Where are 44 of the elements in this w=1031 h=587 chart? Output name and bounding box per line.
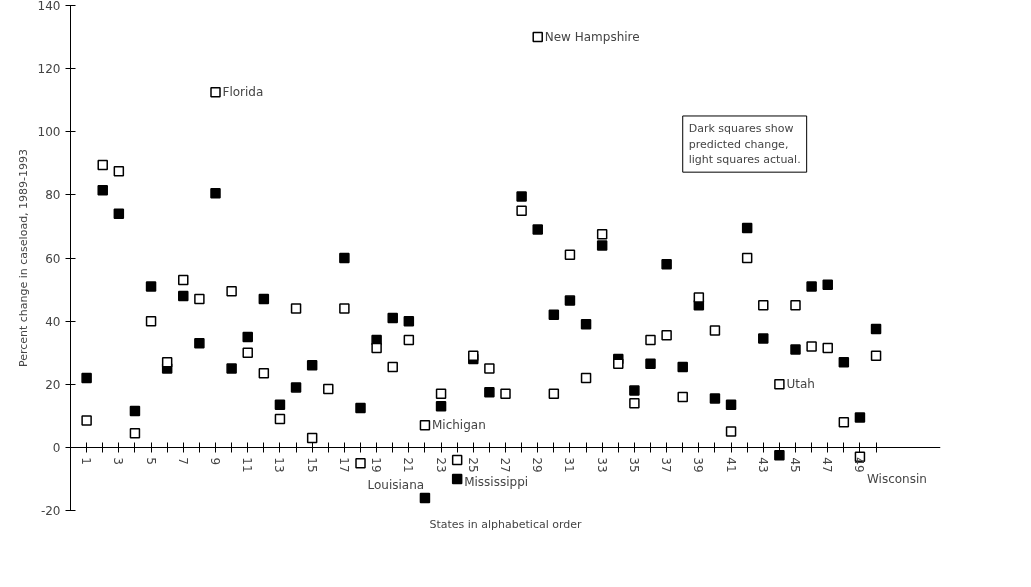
y-axis-title: Percent change in caseload, 1989-1993	[16, 148, 30, 368]
y-tick-label: 100	[37, 125, 61, 140]
annotation: Wisconsin	[866, 471, 927, 486]
y-tick-label: 20	[45, 377, 61, 392]
x-tick-label: 35	[626, 457, 641, 473]
x-tick-label: 37	[659, 457, 674, 473]
annotation: Dark squares show predicted change, light squares actual.	[688, 121, 801, 167]
x-tick-label: 47	[820, 457, 835, 473]
annotation: Mississippi	[464, 475, 529, 489]
x-tick-label: 17	[336, 457, 351, 473]
annotation: Louisiana	[367, 478, 425, 493]
x-tick-label: 43	[755, 457, 770, 473]
annotation: New Hampshire	[544, 30, 640, 45]
x-tick-label: 33	[594, 457, 609, 473]
x-tick-label: 41	[723, 457, 738, 473]
y-tick-label: 140	[37, 0, 61, 13]
x-tick-label: 21	[401, 457, 416, 473]
x-tick-label: 19	[369, 457, 384, 473]
y-tick-label: 120	[37, 62, 61, 77]
x-tick-label: 23	[433, 457, 448, 473]
x-tick-label: 29	[530, 457, 545, 473]
x-tick-label: 9	[208, 457, 222, 466]
x-tick-label: 25	[465, 457, 480, 473]
y-tick-label: 60	[45, 251, 61, 266]
x-tick-label: 31	[562, 457, 577, 473]
x-tick-label: 39	[691, 457, 706, 473]
x-tick-label: 1	[79, 457, 94, 466]
y-tick-label: 80	[45, 188, 61, 203]
x-tick-label: 3	[111, 457, 126, 466]
y-tick-label: 40	[45, 314, 61, 329]
x-tick-label: 11	[240, 457, 255, 473]
x-tick-label: 27	[498, 457, 512, 473]
y-tick-label: -20	[40, 504, 61, 518]
x-tick-label: 45	[788, 457, 802, 473]
x-tick-label: 5	[143, 457, 158, 466]
x-tick-label: 15	[304, 457, 319, 473]
x-tick-label: 49	[852, 457, 867, 473]
y-tick-label: 0	[52, 440, 61, 455]
x-tick-label: 7	[175, 457, 190, 466]
x-axis-title: States in alphabetical order	[429, 517, 583, 531]
annotation: Florida	[222, 85, 264, 100]
annotation: Utah	[786, 377, 815, 392]
x-tick-label: 13	[272, 457, 287, 473]
annotation: Michigan	[431, 418, 486, 433]
